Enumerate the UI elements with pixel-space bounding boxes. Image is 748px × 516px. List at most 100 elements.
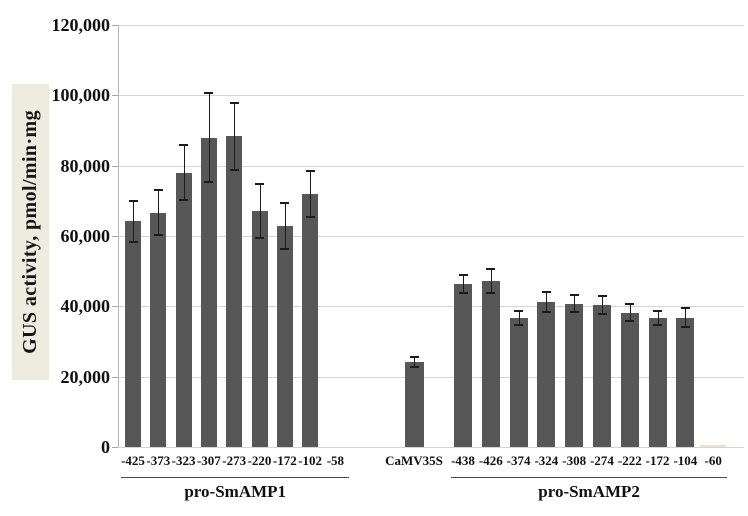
error-bar — [463, 275, 464, 293]
bar--273 — [226, 136, 243, 447]
gridline — [118, 25, 744, 26]
bar--374 — [509, 317, 528, 447]
x-tick-label: -308 — [562, 453, 587, 468]
y-axis-tick — [112, 25, 118, 26]
error-bar-cap-top — [128, 199, 138, 202]
y-axis-title-block: GUS activity, pmol/min·mg — [12, 84, 49, 380]
bar--308 — [565, 303, 584, 447]
error-bar — [259, 184, 261, 238]
error-bar-cap-bottom — [486, 292, 496, 295]
error-bar-cap-bottom — [653, 323, 663, 326]
error-bar — [602, 296, 603, 315]
bar--373 — [150, 212, 167, 447]
x-tick-label: -102 — [298, 453, 323, 468]
error-bar — [183, 144, 185, 201]
error-bar-cap-bottom — [597, 313, 607, 316]
y-axis-tick — [112, 447, 118, 448]
error-bar-cap-bottom — [179, 199, 189, 202]
group-underline — [451, 477, 728, 478]
error-bar — [414, 356, 415, 367]
x-tick-label: -274 — [590, 453, 614, 468]
bar--222 — [620, 312, 639, 447]
x-tick-label: -172 — [645, 453, 670, 468]
x-tick-label: -324 — [534, 453, 559, 468]
bar--60 — [700, 444, 727, 447]
error-bar-cap-bottom — [514, 323, 524, 326]
bar--102 — [302, 194, 319, 447]
bar--220 — [251, 211, 268, 447]
error-bar — [629, 303, 631, 322]
bar--323 — [175, 172, 192, 447]
error-bar — [518, 310, 520, 325]
x-tick-label: -172 — [272, 453, 297, 468]
y-tick-label: 120,000 — [51, 15, 111, 35]
error-bar-cap-bottom — [625, 320, 635, 323]
y-axis-tick — [112, 306, 118, 308]
y-axis-tick — [112, 95, 118, 97]
x-tick-label: -323 — [171, 453, 196, 468]
gridline — [118, 236, 744, 237]
y-tick-label: 60,000 — [60, 226, 111, 246]
x-tick-label: -438 — [451, 453, 475, 468]
y-axis-line — [118, 25, 119, 447]
error-bar-cap-bottom — [541, 310, 551, 313]
bar-CaMV35S — [404, 361, 424, 447]
error-bar-cap-top — [569, 294, 579, 297]
error-bar-cap-top — [653, 309, 663, 312]
x-tick-label: -60 — [704, 453, 722, 468]
error-bar — [685, 308, 687, 328]
error-bar-cap-bottom — [128, 240, 138, 243]
error-bar-cap-bottom — [458, 291, 468, 294]
error-bar — [490, 268, 492, 294]
y-tick-label: 0 — [101, 437, 110, 457]
error-bar-cap-top — [280, 201, 290, 204]
y-axis-tick — [112, 236, 118, 237]
x-tick-label: -273 — [222, 453, 247, 468]
bar--438 — [454, 284, 472, 447]
error-bar — [234, 102, 236, 171]
error-bar — [574, 295, 576, 312]
bar--104 — [676, 317, 695, 447]
x-tick-label: -307 — [196, 453, 221, 468]
y-axis-tick — [112, 376, 118, 378]
error-bar-cap-bottom — [569, 310, 579, 313]
bar--324 — [537, 302, 556, 447]
error-bar-cap-bottom — [305, 216, 315, 219]
y-axis-tick — [112, 165, 118, 167]
bar--172 — [648, 317, 667, 447]
bar--172 — [276, 225, 293, 447]
bar--426 — [481, 281, 500, 447]
error-bar — [208, 92, 210, 183]
x-tick-label: -373 — [146, 453, 171, 468]
bar--307 — [200, 137, 217, 447]
group-label: pro-SmAMP1 — [184, 482, 287, 501]
error-bar-cap-top — [179, 143, 189, 146]
y-tick-label: 100,000 — [51, 85, 111, 106]
error-bar-cap-bottom — [204, 181, 214, 184]
gridline — [118, 447, 744, 448]
x-tick-label: -425 — [121, 453, 145, 468]
error-bar-cap-top — [625, 302, 635, 305]
error-bar — [546, 292, 548, 312]
error-bar-cap-top — [458, 274, 468, 277]
error-bar-cap-top — [541, 291, 551, 294]
error-bar-cap-bottom — [409, 365, 419, 368]
gridline — [118, 306, 744, 308]
gridline — [118, 376, 744, 378]
gridline — [118, 95, 744, 97]
error-bar-cap-top — [409, 355, 419, 358]
error-bar-cap-bottom — [255, 236, 264, 239]
error-bar — [133, 200, 134, 242]
y-tick-label: 80,000 — [60, 155, 111, 176]
error-bar-cap-top — [680, 307, 690, 310]
error-bar-cap-top — [153, 189, 163, 192]
error-bar — [158, 190, 160, 236]
error-bar-cap-bottom — [680, 326, 690, 329]
error-bar — [284, 202, 286, 249]
x-tick-label: -426 — [478, 453, 503, 468]
error-bar-cap-bottom — [280, 247, 290, 250]
error-bar-cap-bottom — [153, 234, 163, 237]
x-tick-label: -222 — [617, 453, 642, 468]
